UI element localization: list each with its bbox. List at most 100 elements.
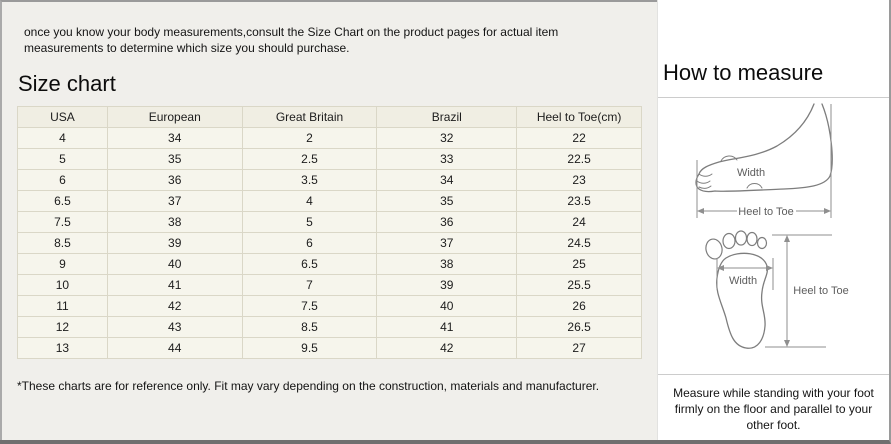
- table-cell: 6.5: [241, 253, 378, 275]
- size-table-body: 4 34 2 32 22 5 35 2.5 33 22.5 6 36 3.5 34 23 6.5 37 4 35 23…: [17, 127, 642, 359]
- table-row: 13 44 9.5 42 27: [17, 337, 642, 359]
- table-cell: 35: [376, 190, 518, 212]
- second-toe: [721, 232, 736, 250]
- column-header: Great Britain: [241, 106, 378, 128]
- table-cell: 7: [241, 274, 378, 296]
- table-cell: 39: [106, 232, 243, 254]
- table-cell: 23.5: [516, 190, 642, 212]
- table-cell: 5: [241, 211, 378, 233]
- column-header: USA: [17, 106, 108, 128]
- arrow-down-icon: [783, 340, 790, 347]
- table-cell: 25: [516, 253, 642, 275]
- arrow-left-icon: [716, 265, 724, 271]
- table-row: 7.5 38 5 36 24: [17, 211, 642, 233]
- table-cell: 3.5: [241, 169, 378, 191]
- table-row: 8.5 39 6 37 24.5: [17, 232, 642, 254]
- table-cell: 10: [17, 274, 108, 296]
- table-cell: 5: [17, 148, 108, 170]
- table-cell: 39: [376, 274, 518, 296]
- table-cell: 11: [17, 295, 108, 317]
- table-cell: 44: [106, 337, 243, 359]
- table-row: 11 42 7.5 40 26: [17, 295, 642, 317]
- table-cell: 4: [241, 190, 378, 212]
- table-cell: 26.5: [516, 316, 642, 338]
- table-cell: 40: [376, 295, 518, 317]
- table-cell: 6.5: [17, 190, 108, 212]
- table-row: 9 40 6.5 38 25: [17, 253, 642, 275]
- big-toe: [704, 238, 723, 260]
- side-width-label: Width: [736, 167, 764, 179]
- table-cell: 6: [17, 169, 108, 191]
- table-cell: 7.5: [17, 211, 108, 233]
- table-cell: 22.5: [516, 148, 642, 170]
- footprint-heel-to-toe-label: Heel to Toe: [793, 285, 848, 297]
- toe-detail-lines: [696, 155, 762, 189]
- arrow-right-icon: [823, 208, 831, 214]
- table-cell: 38: [376, 253, 518, 275]
- table-cell: 9.5: [241, 337, 378, 359]
- heel-to-toe-guide-lines: [764, 234, 832, 348]
- column-header: Heel to Toe(cm): [516, 106, 642, 128]
- size-table-head-row: USA European Great Britain Brazil Heel to To…: [17, 106, 642, 128]
- fourth-toe: [745, 231, 758, 247]
- footprint-outline: [715, 252, 768, 349]
- table-row: 5 35 2.5 33 22.5: [17, 148, 642, 170]
- how-to-measure-title: How to measure: [658, 0, 889, 98]
- table-cell: 27: [516, 337, 642, 359]
- table-cell: 42: [376, 337, 518, 359]
- table-cell: 8.5: [241, 316, 378, 338]
- size-chart-footnote: *These charts are for reference only. Fi…: [17, 379, 600, 393]
- table-cell: 4: [17, 127, 108, 149]
- table-cell: 42: [106, 295, 243, 317]
- table-row: 6 36 3.5 34 23: [17, 169, 642, 191]
- table-cell: 9: [17, 253, 108, 275]
- table-cell: 41: [376, 316, 518, 338]
- third-toe: [734, 230, 747, 246]
- table-cell: 32: [376, 127, 518, 149]
- fifth-toe: [756, 236, 767, 250]
- table-cell: 8.5: [17, 232, 108, 254]
- table-cell: 13: [17, 337, 108, 359]
- table-cell: 7.5: [241, 295, 378, 317]
- table-cell: 24: [516, 211, 642, 233]
- table-cell: 37: [376, 232, 518, 254]
- table-row: 6.5 37 4 35 23.5: [17, 190, 642, 212]
- table-row: 10 41 7 39 25.5: [17, 274, 642, 296]
- table-cell: 33: [376, 148, 518, 170]
- footprint-diagram: Width Heel to Toe: [704, 230, 848, 349]
- footprint-width-label: Width: [728, 275, 756, 287]
- width-guide-lines: [716, 258, 773, 290]
- column-header: Brazil: [376, 106, 518, 128]
- table-cell: 43: [106, 316, 243, 338]
- side-heel-to-toe-label: Heel to Toe: [738, 206, 793, 218]
- table-cell: 41: [106, 274, 243, 296]
- table-cell: 36: [376, 211, 518, 233]
- size-chart-title: Size chart: [18, 71, 116, 96]
- table-cell: 36: [106, 169, 243, 191]
- table-cell: 2.5: [241, 148, 378, 170]
- table-row: 4 34 2 32 22: [17, 127, 642, 149]
- intro-text: once you know your body measurements,con…: [24, 25, 559, 55]
- table-cell: 23: [516, 169, 642, 191]
- table-cell: 34: [376, 169, 518, 191]
- table-cell: 24.5: [516, 232, 642, 254]
- measure-note: Measure while standing with your foot fi…: [658, 374, 889, 440]
- table-cell: 40: [106, 253, 243, 275]
- table-cell: 37: [106, 190, 243, 212]
- measure-diagrams: Width Heel to Toe Width: [658, 98, 889, 362]
- table-cell: 25.5: [516, 274, 642, 296]
- table-cell: 2: [241, 127, 378, 149]
- arrow-right-icon: [765, 265, 773, 271]
- column-header: European: [106, 106, 243, 128]
- foot-side-view-diagram: Width Heel to Toe: [694, 103, 833, 218]
- table-cell: 38: [106, 211, 243, 233]
- table-cell: 35: [106, 148, 243, 170]
- table-cell: 22: [516, 127, 642, 149]
- size-chart-panel: once you know your body measurements,con…: [0, 0, 657, 440]
- foot-side-outline: [694, 103, 833, 193]
- arrow-up-icon: [783, 235, 790, 242]
- table-cell: 6: [241, 232, 378, 254]
- arrow-left-icon: [696, 208, 704, 214]
- size-table: USA European Great Britain Brazil Heel to To…: [17, 106, 642, 359]
